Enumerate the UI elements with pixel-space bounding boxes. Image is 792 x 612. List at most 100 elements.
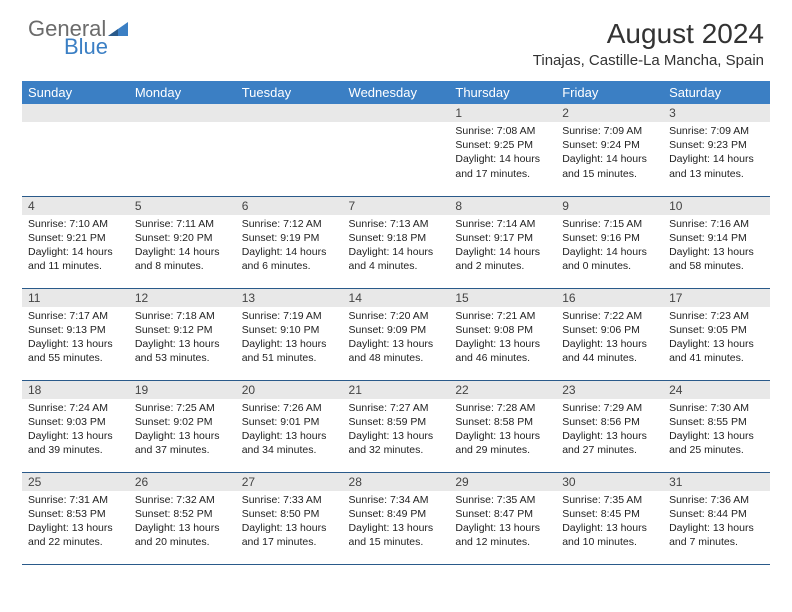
sunrise-line: Sunrise: 7:27 AM	[349, 401, 444, 415]
sunset-line: Sunset: 8:55 PM	[669, 415, 764, 429]
empty-day-number	[343, 104, 450, 122]
calendar-day-cell: 16Sunrise: 7:22 AMSunset: 9:06 PMDayligh…	[556, 288, 663, 380]
day-number: 11	[22, 289, 129, 307]
daylight-line: Daylight: 13 hours and 37 minutes.	[135, 429, 230, 457]
calendar-day-cell: 8Sunrise: 7:14 AMSunset: 9:17 PMDaylight…	[449, 196, 556, 288]
day-number: 19	[129, 381, 236, 399]
sunset-line: Sunset: 9:05 PM	[669, 323, 764, 337]
sunrise-line: Sunrise: 7:09 AM	[562, 124, 657, 138]
sunrise-line: Sunrise: 7:12 AM	[242, 217, 337, 231]
daylight-line: Daylight: 13 hours and 17 minutes.	[242, 521, 337, 549]
day-details: Sunrise: 7:17 AMSunset: 9:13 PMDaylight:…	[22, 307, 129, 370]
daylight-line: Daylight: 14 hours and 6 minutes.	[242, 245, 337, 273]
sunset-line: Sunset: 8:58 PM	[455, 415, 550, 429]
sunset-line: Sunset: 9:17 PM	[455, 231, 550, 245]
sunrise-line: Sunrise: 7:14 AM	[455, 217, 550, 231]
calendar-day-cell: 25Sunrise: 7:31 AMSunset: 8:53 PMDayligh…	[22, 472, 129, 564]
sunset-line: Sunset: 8:52 PM	[135, 507, 230, 521]
day-details: Sunrise: 7:33 AMSunset: 8:50 PMDaylight:…	[236, 491, 343, 554]
day-details: Sunrise: 7:09 AMSunset: 9:24 PMDaylight:…	[556, 122, 663, 185]
calendar-day-cell: 14Sunrise: 7:20 AMSunset: 9:09 PMDayligh…	[343, 288, 450, 380]
calendar-week-row: 1Sunrise: 7:08 AMSunset: 9:25 PMDaylight…	[22, 104, 770, 196]
day-number: 4	[22, 197, 129, 215]
sunset-line: Sunset: 9:16 PM	[562, 231, 657, 245]
sunset-line: Sunset: 9:12 PM	[135, 323, 230, 337]
daylight-line: Daylight: 13 hours and 7 minutes.	[669, 521, 764, 549]
calendar-day-cell: 30Sunrise: 7:35 AMSunset: 8:45 PMDayligh…	[556, 472, 663, 564]
weekday-header: Tuesday	[236, 81, 343, 104]
calendar-day-cell: 19Sunrise: 7:25 AMSunset: 9:02 PMDayligh…	[129, 380, 236, 472]
sunrise-line: Sunrise: 7:23 AM	[669, 309, 764, 323]
weekday-header: Friday	[556, 81, 663, 104]
sunset-line: Sunset: 9:25 PM	[455, 138, 550, 152]
calendar-day-cell	[343, 104, 450, 196]
daylight-line: Daylight: 13 hours and 46 minutes.	[455, 337, 550, 365]
calendar-day-cell: 1Sunrise: 7:08 AMSunset: 9:25 PMDaylight…	[449, 104, 556, 196]
empty-day-number	[236, 104, 343, 122]
calendar-day-cell: 3Sunrise: 7:09 AMSunset: 9:23 PMDaylight…	[663, 104, 770, 196]
day-details: Sunrise: 7:20 AMSunset: 9:09 PMDaylight:…	[343, 307, 450, 370]
sunrise-line: Sunrise: 7:10 AM	[28, 217, 123, 231]
month-title: August 2024	[533, 18, 764, 50]
sunrise-line: Sunrise: 7:30 AM	[669, 401, 764, 415]
day-details: Sunrise: 7:19 AMSunset: 9:10 PMDaylight:…	[236, 307, 343, 370]
weekday-header-row: SundayMondayTuesdayWednesdayThursdayFrid…	[22, 81, 770, 104]
daylight-line: Daylight: 13 hours and 41 minutes.	[669, 337, 764, 365]
sunrise-line: Sunrise: 7:09 AM	[669, 124, 764, 138]
daylight-line: Daylight: 14 hours and 4 minutes.	[349, 245, 444, 273]
day-number: 28	[343, 473, 450, 491]
calendar-day-cell: 4Sunrise: 7:10 AMSunset: 9:21 PMDaylight…	[22, 196, 129, 288]
calendar-day-cell	[129, 104, 236, 196]
daylight-line: Daylight: 13 hours and 29 minutes.	[455, 429, 550, 457]
empty-day-number	[129, 104, 236, 122]
sunrise-line: Sunrise: 7:33 AM	[242, 493, 337, 507]
daylight-line: Daylight: 13 hours and 12 minutes.	[455, 521, 550, 549]
day-details: Sunrise: 7:24 AMSunset: 9:03 PMDaylight:…	[22, 399, 129, 462]
sunrise-line: Sunrise: 7:35 AM	[562, 493, 657, 507]
day-number: 3	[663, 104, 770, 122]
daylight-line: Daylight: 13 hours and 39 minutes.	[28, 429, 123, 457]
sunset-line: Sunset: 9:02 PM	[135, 415, 230, 429]
day-details: Sunrise: 7:12 AMSunset: 9:19 PMDaylight:…	[236, 215, 343, 278]
sunset-line: Sunset: 9:03 PM	[28, 415, 123, 429]
calendar-day-cell: 28Sunrise: 7:34 AMSunset: 8:49 PMDayligh…	[343, 472, 450, 564]
day-number: 9	[556, 197, 663, 215]
weekday-header: Sunday	[22, 81, 129, 104]
day-details: Sunrise: 7:18 AMSunset: 9:12 PMDaylight:…	[129, 307, 236, 370]
day-details: Sunrise: 7:31 AMSunset: 8:53 PMDaylight:…	[22, 491, 129, 554]
sunset-line: Sunset: 9:24 PM	[562, 138, 657, 152]
calendar-day-cell: 9Sunrise: 7:15 AMSunset: 9:16 PMDaylight…	[556, 196, 663, 288]
sunset-line: Sunset: 9:20 PM	[135, 231, 230, 245]
sunrise-line: Sunrise: 7:17 AM	[28, 309, 123, 323]
daylight-line: Daylight: 13 hours and 51 minutes.	[242, 337, 337, 365]
day-details: Sunrise: 7:29 AMSunset: 8:56 PMDaylight:…	[556, 399, 663, 462]
daylight-line: Daylight: 14 hours and 11 minutes.	[28, 245, 123, 273]
daylight-line: Daylight: 13 hours and 10 minutes.	[562, 521, 657, 549]
sunrise-line: Sunrise: 7:13 AM	[349, 217, 444, 231]
calendar-day-cell: 13Sunrise: 7:19 AMSunset: 9:10 PMDayligh…	[236, 288, 343, 380]
sunset-line: Sunset: 8:56 PM	[562, 415, 657, 429]
sunrise-line: Sunrise: 7:21 AM	[455, 309, 550, 323]
sunset-line: Sunset: 9:09 PM	[349, 323, 444, 337]
day-details: Sunrise: 7:23 AMSunset: 9:05 PMDaylight:…	[663, 307, 770, 370]
sunset-line: Sunset: 9:10 PM	[242, 323, 337, 337]
daylight-line: Daylight: 14 hours and 0 minutes.	[562, 245, 657, 273]
sunset-line: Sunset: 9:21 PM	[28, 231, 123, 245]
day-number: 7	[343, 197, 450, 215]
daylight-line: Daylight: 14 hours and 2 minutes.	[455, 245, 550, 273]
daylight-line: Daylight: 13 hours and 32 minutes.	[349, 429, 444, 457]
weekday-header: Thursday	[449, 81, 556, 104]
sunset-line: Sunset: 9:14 PM	[669, 231, 764, 245]
day-details: Sunrise: 7:08 AMSunset: 9:25 PMDaylight:…	[449, 122, 556, 185]
daylight-line: Daylight: 13 hours and 53 minutes.	[135, 337, 230, 365]
day-number: 15	[449, 289, 556, 307]
day-details: Sunrise: 7:35 AMSunset: 8:45 PMDaylight:…	[556, 491, 663, 554]
day-details: Sunrise: 7:10 AMSunset: 9:21 PMDaylight:…	[22, 215, 129, 278]
daylight-line: Daylight: 13 hours and 27 minutes.	[562, 429, 657, 457]
calendar-day-cell: 24Sunrise: 7:30 AMSunset: 8:55 PMDayligh…	[663, 380, 770, 472]
sunset-line: Sunset: 8:59 PM	[349, 415, 444, 429]
sunrise-line: Sunrise: 7:29 AM	[562, 401, 657, 415]
day-number: 17	[663, 289, 770, 307]
day-details: Sunrise: 7:11 AMSunset: 9:20 PMDaylight:…	[129, 215, 236, 278]
calendar-table: SundayMondayTuesdayWednesdayThursdayFrid…	[22, 81, 770, 565]
